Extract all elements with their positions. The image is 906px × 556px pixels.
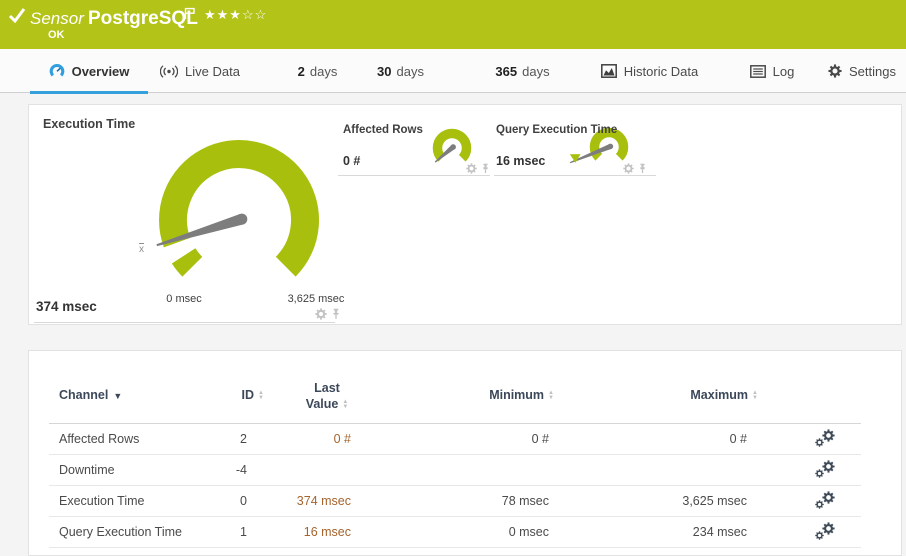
channel-name: Downtime <box>59 463 115 477</box>
affected-rows-gauge <box>432 128 472 163</box>
channel-settings-icon[interactable] <box>815 522 839 544</box>
gauge-icon <box>49 63 65 79</box>
sensor-header: Sensor PostgreSQL ★★★☆☆ OK <box>0 0 906 49</box>
gear-icon <box>828 64 842 78</box>
channel-settings-icon[interactable] <box>815 491 839 513</box>
mini-gauge-value: 16 msec <box>496 154 546 168</box>
divider <box>34 322 335 323</box>
mini-gauge-title: Affected Rows <box>343 124 423 136</box>
column-header-maximum[interactable]: Maximum <box>620 388 758 402</box>
sort-icon <box>548 391 554 400</box>
gauge-min-label: 0 msec <box>166 293 202 305</box>
pin-icon[interactable] <box>330 308 342 320</box>
divider <box>49 516 861 517</box>
tab-historic-data[interactable]: Historic Data <box>592 49 707 93</box>
channel-name: Affected Rows <box>59 432 140 446</box>
log-icon <box>749 64 766 78</box>
tab-label: Live Data <box>185 63 240 79</box>
gear-icon[interactable] <box>623 163 634 174</box>
sort-icon <box>258 391 264 400</box>
channel-minimum: 0 # <box>531 432 549 446</box>
tab-overview[interactable]: Overview <box>30 49 148 94</box>
gauge-card-actions <box>466 163 491 174</box>
column-header-minimum[interactable]: Minimum <box>414 388 554 402</box>
live-signal-icon <box>160 64 179 78</box>
tab-live-data[interactable]: Live Data <box>150 49 250 93</box>
channel-maximum: 0 # <box>729 432 747 446</box>
gear-icon[interactable] <box>466 163 477 174</box>
gauge-card-actions <box>315 308 342 320</box>
channel-minimum: 0 msec <box>508 525 549 539</box>
divider <box>338 175 490 176</box>
mean-marker: x <box>139 244 144 255</box>
channel-minimum: 78 msec <box>501 494 549 508</box>
gauge-card-actions <box>623 163 648 174</box>
divider <box>494 175 656 176</box>
tab-365-days[interactable]: 365 days <box>495 63 550 79</box>
divider <box>49 454 861 455</box>
channel-id: 2 <box>240 432 247 446</box>
sensor-type-label: Sensor <box>30 9 84 28</box>
gauge-title: Execution Time <box>43 117 136 131</box>
gauges-panel: Execution Time x 0 msec 3,625 msec 374 m… <box>28 104 902 325</box>
channels-panel: Channel ID Last Value Minimum Maximum Af… <box>28 350 902 556</box>
tab-settings[interactable]: Settings <box>816 49 906 93</box>
channel-settings-icon[interactable] <box>815 460 839 482</box>
channel-name: Query Execution Time <box>59 525 182 539</box>
status-badge: OK <box>48 29 65 41</box>
pin-icon[interactable] <box>480 163 491 174</box>
channel-last-value: 0 # <box>333 432 351 446</box>
gauge-current-value: 374 msec <box>36 299 97 314</box>
tab-label: Settings <box>849 63 896 79</box>
table-row[interactable]: Downtime -4 <box>29 455 903 486</box>
priority-stars[interactable]: ★★★☆☆ <box>204 7 268 22</box>
gauge-max-label: 3,625 msec <box>287 293 345 305</box>
sort-icon <box>752 391 758 400</box>
tab-label: Historic Data <box>623 63 699 79</box>
gear-icon[interactable] <box>315 308 327 320</box>
pin-icon[interactable] <box>637 163 648 174</box>
sensor-name: PostgreSQL <box>88 8 198 29</box>
channel-id: -4 <box>235 463 247 477</box>
tab-label: Overview <box>71 63 130 79</box>
mini-gauge-title: Query Execution Time <box>496 124 618 136</box>
chart-icon <box>600 64 617 78</box>
execution-time-gauge <box>156 140 319 277</box>
tab-2-days[interactable]: 2 days <box>297 63 338 79</box>
column-header-last-value[interactable]: Last Value <box>291 380 363 412</box>
divider <box>49 485 861 486</box>
table-row[interactable]: Affected Rows 2 0 # 0 # 0 # <box>29 424 903 455</box>
channel-id: 1 <box>240 525 247 539</box>
channel-maximum: 234 msec <box>692 525 747 539</box>
channel-settings-icon[interactable] <box>815 429 839 451</box>
tab-label: Log <box>772 63 795 79</box>
column-header-id[interactable]: ID <box>169 388 264 402</box>
gauges-canvas <box>156 127 629 277</box>
status-check-icon <box>8 7 26 28</box>
tab-log[interactable]: Log <box>742 49 802 93</box>
sort-desc-icon <box>113 391 122 401</box>
channel-last-value: 374 msec <box>296 494 351 508</box>
channel-name: Execution Time <box>59 494 145 508</box>
flag-icon[interactable] <box>184 7 196 25</box>
divider <box>49 547 861 548</box>
mini-gauge-value: 0 # <box>343 154 361 168</box>
tab-bar: Overview Live Data 2 days 30 days 365 days <box>0 49 906 94</box>
column-header-channel[interactable]: Channel <box>59 388 122 402</box>
sort-icon <box>342 400 348 409</box>
tab-30-days[interactable]: 30 days <box>377 63 424 79</box>
channel-last-value: 16 msec <box>303 525 351 539</box>
channel-id: 0 <box>240 494 247 508</box>
channel-maximum: 3,625 msec <box>682 494 747 508</box>
divider <box>49 423 861 424</box>
table-row[interactable]: Query Execution Time 1 16 msec 0 msec 23… <box>29 517 903 548</box>
query-execution-time-gauge <box>569 127 629 164</box>
table-row[interactable]: Execution Time 0 374 msec 78 msec 3,625 … <box>29 486 903 517</box>
